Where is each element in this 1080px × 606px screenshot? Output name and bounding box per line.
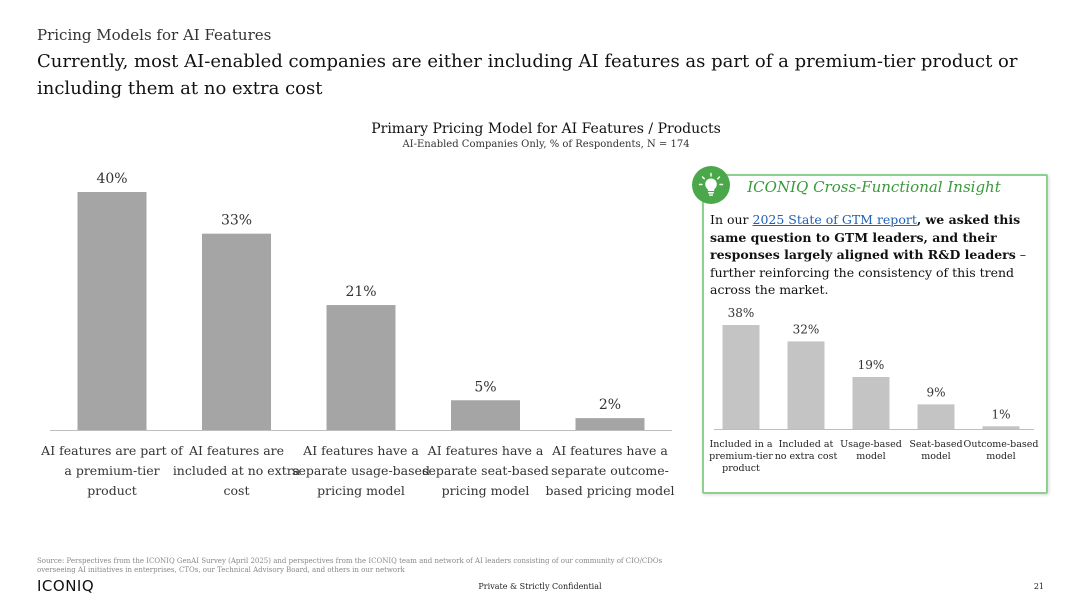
main-bar-2 (202, 233, 271, 430)
insight-rest-text: – further reinforcing the consistency of… (710, 247, 1027, 297)
main-value-label-2: 33% (221, 213, 252, 229)
main-value-label-4: 5% (474, 379, 496, 395)
confidentiality-note: Private & Strictly Confidential (478, 582, 602, 591)
insight-bar-1 (722, 325, 760, 429)
main-bar-4 (451, 400, 520, 430)
insight-bar-2 (787, 341, 825, 429)
insight-value-label-5: 1% (991, 407, 1010, 421)
lightbulb-icon (692, 166, 730, 204)
page-number: 21 (1033, 582, 1044, 591)
insight-value-label-3: 19% (858, 358, 885, 372)
insight-body: In our 2025 State of GTM report, we aske… (710, 211, 1036, 299)
insight-intro: In our (710, 212, 753, 227)
main-category-label-4: AI features have a separate seat-based pri… (422, 443, 549, 498)
insight-value-label-2: 32% (793, 322, 820, 336)
main-value-label-3: 21% (345, 284, 376, 300)
main-category-label-3: AI features have a separate usage-based pr… (292, 443, 430, 498)
brand-logo: ICONIQ (37, 577, 95, 595)
insight-bar-4 (917, 404, 955, 429)
chart-title: Primary Pricing Model for AI Features / … (371, 121, 721, 137)
insight-value-label-4: 9% (926, 385, 945, 399)
section-label: Pricing Models for AI Features (37, 26, 272, 44)
insight-title: ICONIQ Cross-Functional Insight (747, 178, 1001, 196)
main-category-label-5: AI features have a separate outcome-based… (545, 443, 674, 498)
gtm-report-link[interactable]: 2025 State of GTM report (752, 212, 917, 227)
chart-subtitle: AI-Enabled Companies Only, % of Responde… (402, 139, 690, 150)
insight-category-label-5: Outcome-based model (964, 439, 1039, 462)
insight-bar-3 (852, 377, 890, 429)
insight-panel (702, 174, 1048, 494)
main-value-label-1: 40% (96, 171, 127, 187)
insight-category-label-4: Seat-based model (909, 439, 962, 462)
main-category-label-2: AI features are included at no extra cost (173, 443, 301, 498)
source-note: Source: Perspectives from the ICONIQ Gen… (37, 557, 663, 574)
main-category-label-1: AI features are part of a premium-tier pro… (40, 443, 184, 498)
insight-bar-5 (982, 426, 1020, 429)
insight-category-label-1: Included in a premium-tier product (709, 439, 773, 474)
main-value-label-5: 2% (599, 397, 621, 413)
insight-bold-text: , we asked this same question to GTM lea… (710, 212, 1021, 262)
insight-category-label-3: Usage-based model (840, 439, 902, 462)
insight-value-label-1: 38% (728, 306, 755, 320)
main-bar-1 (77, 192, 147, 430)
slide-headline: Currently, most AI-enabled companies are… (37, 51, 1018, 99)
main-bar-5 (575, 418, 645, 430)
insight-category-label-2: Included at no extra cost (775, 439, 838, 462)
main-bar-3 (326, 305, 396, 430)
